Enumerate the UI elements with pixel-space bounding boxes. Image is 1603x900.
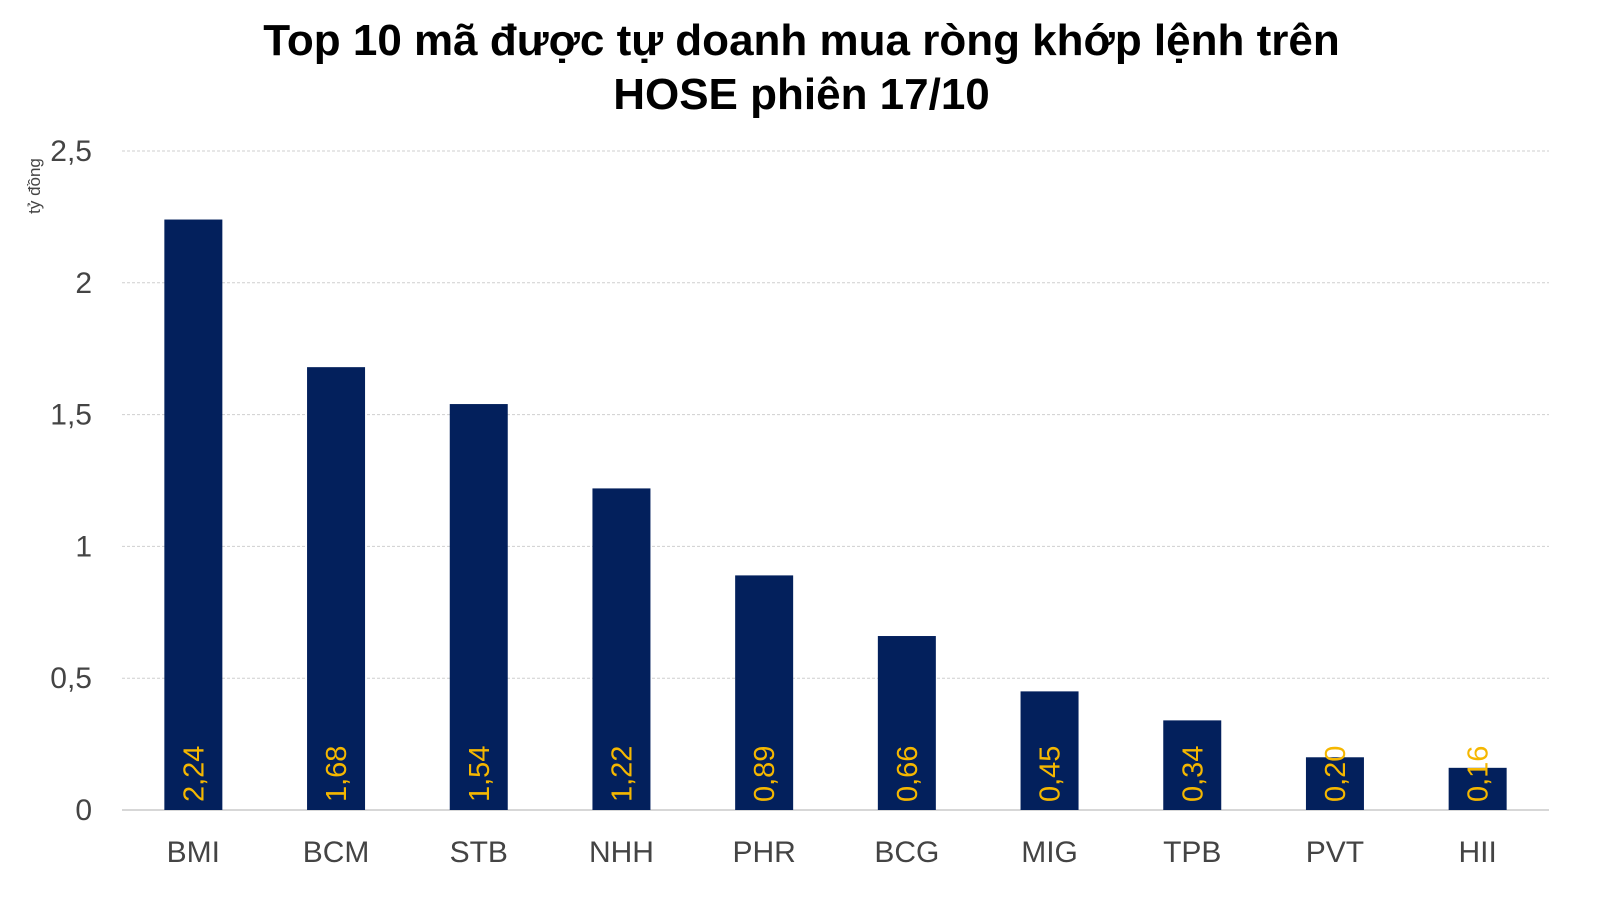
x-tick-label: PVT (1306, 836, 1364, 869)
bar (877, 636, 936, 810)
x-axis-tick-labels: BMI BCM STB NHH PHR BCG MIG TPB PVT HII (167, 836, 1497, 869)
x-tick-label: BCM (303, 836, 370, 869)
x-tick-label: HII (1458, 836, 1496, 869)
chart-title: Top 10 mã được tự doanh mua ròng khớp lệ… (0, 14, 1603, 122)
bar-data-label: 0,45 (1035, 746, 1067, 802)
bar (307, 367, 366, 810)
bar (1163, 720, 1222, 810)
x-tick-label: BCG (874, 836, 939, 869)
chart-title-line-1: Top 10 mã được tự doanh mua ròng khớp lệ… (263, 16, 1340, 65)
chart-title-line-2: HOSE phiên 17/10 (613, 70, 990, 119)
bar (1020, 691, 1079, 810)
x-tick-label: NHH (589, 836, 654, 869)
x-tick-label: MIG (1021, 836, 1078, 869)
bar (1305, 757, 1364, 810)
bar (592, 488, 651, 810)
bar (164, 219, 223, 810)
bar-data-label: 1,68 (321, 746, 353, 802)
y-axis-tick-labels: 0 0,5 1 1,5 2 2,5 (50, 135, 92, 827)
bar-data-labels: 2,24 1,68 1,54 1,22 0,89 0,66 0,45 0,34 0,20 0,16 (178, 746, 1494, 802)
y-tick-label: 0,5 (50, 662, 92, 695)
y-tick-label: 2 (75, 267, 92, 300)
y-tick-label: 1 (75, 530, 92, 563)
bar (1448, 767, 1507, 810)
bar-data-label: 0,16 (1463, 746, 1495, 802)
bars (164, 219, 1507, 810)
y-tick-label: 0 (75, 794, 92, 827)
y-axis-title: tỷ đồng (25, 158, 44, 214)
x-tick-label: STB (450, 836, 508, 869)
y-tick-label: 2,5 (50, 135, 92, 168)
bar-data-label: 0,20 (1320, 746, 1352, 802)
bar (449, 404, 508, 810)
bar-data-label: 0,66 (892, 746, 924, 802)
y-tick-label: 1,5 (50, 399, 92, 432)
x-tick-label: BMI (167, 836, 220, 869)
bar-data-label: 1,54 (464, 746, 496, 802)
bar-data-label: 0,89 (749, 746, 781, 802)
bar-data-label: 2,24 (178, 746, 210, 802)
x-tick-label: TPB (1163, 836, 1221, 869)
bar-data-label: 1,22 (606, 746, 638, 802)
bar (735, 575, 794, 810)
bar-data-label: 0,34 (1177, 746, 1209, 802)
x-tick-label: PHR (732, 836, 795, 869)
